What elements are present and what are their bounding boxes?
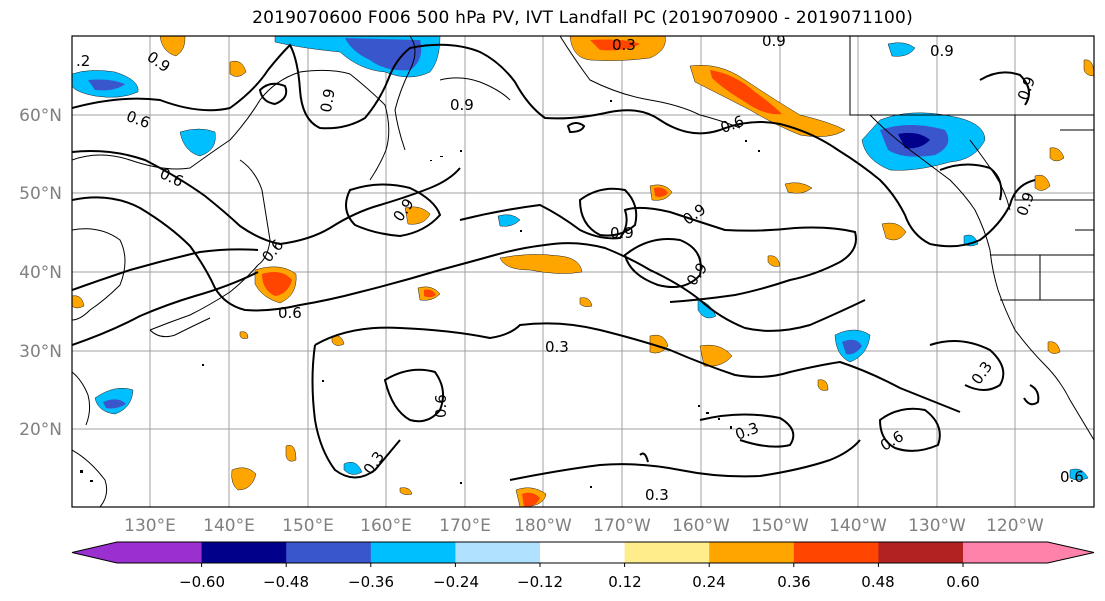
lon-label: 180°W bbox=[514, 516, 572, 536]
lat-labels: 60°N 50°N 40°N 30°N 20°N bbox=[19, 106, 62, 440]
contour-label: 0.6 bbox=[432, 394, 450, 418]
contour-label: .2 bbox=[76, 52, 90, 70]
map-title: 2019070600 F006 500 hPa PV, IVT Landfall… bbox=[252, 8, 913, 28]
lat-label: 50°N bbox=[19, 184, 62, 204]
colorbar-tick: −0.12 bbox=[517, 573, 563, 591]
colorbar-tick: 0.60 bbox=[946, 573, 979, 591]
lon-label: 130°E bbox=[124, 516, 176, 536]
shaded-anomalies bbox=[72, 36, 1094, 507]
lon-label: 130°W bbox=[908, 516, 966, 536]
colorbar bbox=[71, 541, 1095, 567]
colorbar-segment bbox=[963, 542, 1049, 563]
contour-label: 0.3 bbox=[545, 338, 569, 356]
lon-label: 160°E bbox=[360, 516, 412, 536]
lat-label: 30°N bbox=[19, 342, 62, 362]
contour-label: 0.9 bbox=[762, 32, 786, 50]
colorbar-segment bbox=[117, 542, 203, 563]
contour-label: 0.9 bbox=[610, 224, 634, 242]
colorbar-tick: −0.60 bbox=[179, 573, 225, 591]
lat-label: 40°N bbox=[19, 263, 62, 283]
lon-labels: 130°E 140°E 150°E 160°E 170°E 180°W 170°… bbox=[124, 516, 1044, 536]
colorbar-extend-min bbox=[72, 542, 117, 563]
colorbar-tick: −0.24 bbox=[433, 573, 479, 591]
colorbar-tick: 0.12 bbox=[608, 573, 641, 591]
lat-label: 60°N bbox=[19, 106, 62, 126]
colorbar-tick-labels: −0.60 −0.48 −0.36 −0.24 −0.12 0.12 0.24 … bbox=[179, 573, 980, 591]
colorbar-tick: 0.48 bbox=[861, 573, 894, 591]
coastlines bbox=[72, 36, 1094, 507]
pv-contours bbox=[72, 43, 1040, 481]
colorbar-segment bbox=[455, 542, 541, 563]
contour-label: 0.9 bbox=[930, 42, 954, 60]
colorbar-segment bbox=[286, 542, 372, 563]
colorbar-segment bbox=[709, 542, 795, 563]
colorbar-segment bbox=[878, 542, 964, 563]
colorbar-segment bbox=[540, 542, 626, 563]
lon-label: 170°W bbox=[593, 516, 651, 536]
lon-label: 150°W bbox=[751, 516, 809, 536]
lon-label: 140°W bbox=[829, 516, 887, 536]
lon-label: 170°E bbox=[439, 516, 491, 536]
contour-label: 0.6 bbox=[1060, 468, 1084, 486]
colorbar-segment bbox=[201, 542, 287, 563]
contour-label: 0.3 bbox=[645, 486, 669, 504]
contour-label: 0.9 bbox=[317, 87, 339, 114]
colorbar-segment bbox=[370, 542, 456, 563]
contour-label: 0.9 bbox=[450, 96, 474, 114]
islands bbox=[80, 100, 760, 488]
colorbar-extend-max bbox=[1047, 542, 1094, 563]
colorbar-tick: 0.36 bbox=[777, 573, 810, 591]
colorbar-segment bbox=[624, 542, 710, 563]
contour-label: 0.6 bbox=[278, 304, 302, 322]
colorbar-tick: −0.36 bbox=[348, 573, 394, 591]
map-frame bbox=[71, 35, 1095, 508]
colorbar-segment bbox=[793, 542, 879, 563]
colorbar-tick: 0.24 bbox=[692, 573, 725, 591]
lon-label: 160°W bbox=[672, 516, 730, 536]
lon-label: 120°W bbox=[986, 516, 1044, 536]
colorbar-outline bbox=[71, 541, 1095, 564]
contour-label: 0.3 bbox=[612, 36, 636, 54]
lon-label: 140°E bbox=[203, 516, 255, 536]
lon-label: 150°E bbox=[282, 516, 334, 536]
lat-label: 20°N bbox=[19, 420, 62, 440]
colorbar-tick: −0.48 bbox=[263, 573, 309, 591]
